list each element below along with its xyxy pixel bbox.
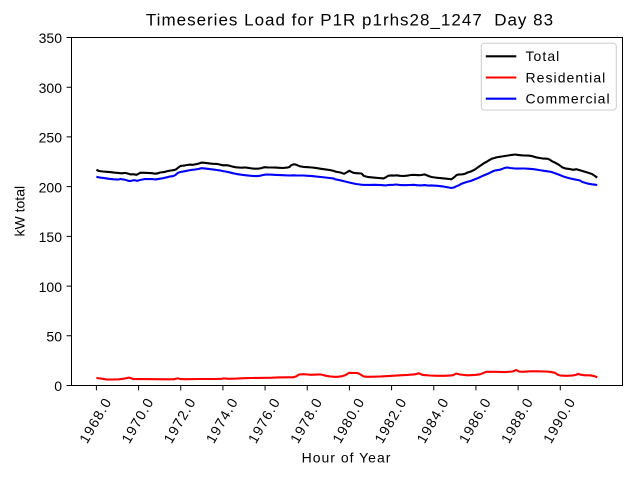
svg-text:100: 100 — [39, 279, 63, 295]
svg-text:200: 200 — [39, 179, 63, 195]
svg-text:350: 350 — [39, 30, 63, 46]
svg-text:0: 0 — [54, 378, 62, 394]
svg-text:Residential: Residential — [526, 69, 607, 85]
svg-text:kW total: kW total — [12, 186, 28, 237]
svg-text:Timeseries Load for P1R p1rhs2: Timeseries Load for P1R p1rhs28_1247 Day… — [146, 11, 554, 30]
svg-text:150: 150 — [39, 229, 63, 245]
svg-text:Total: Total — [526, 48, 561, 64]
svg-text:300: 300 — [39, 80, 63, 96]
svg-text:Hour of Year: Hour of Year — [302, 450, 392, 466]
svg-text:50: 50 — [46, 329, 62, 345]
svg-text:250: 250 — [39, 130, 63, 146]
svg-text:Commercial: Commercial — [526, 91, 611, 107]
